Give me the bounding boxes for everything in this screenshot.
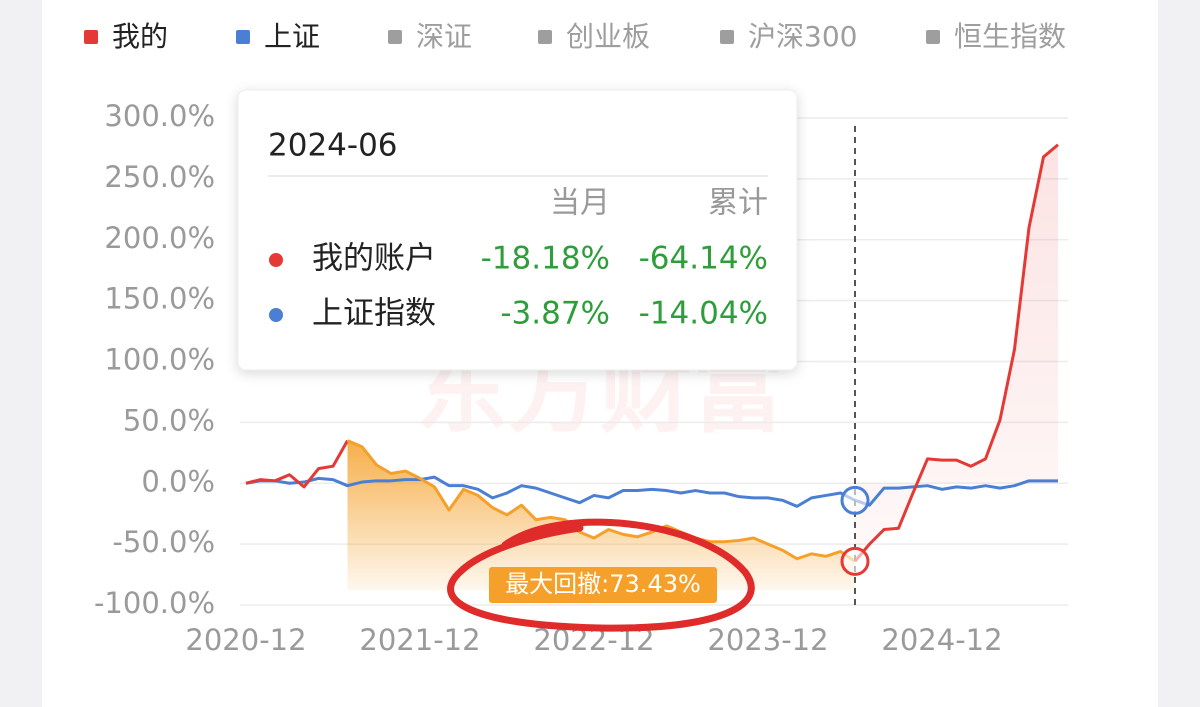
y-tick-label: -100.0%: [94, 586, 215, 620]
legend-marker: [720, 30, 734, 44]
legend-label: 深证: [416, 20, 472, 53]
y-tick-label: -50.0%: [112, 525, 215, 559]
y-tick-label: 300.0%: [104, 99, 215, 133]
legend-label: 我的: [112, 20, 168, 53]
tooltip-value: -64.14%: [639, 241, 768, 277]
x-tick-label: 2021-12: [359, 623, 480, 657]
y-tick-label: 0.0%: [141, 464, 215, 498]
tooltip-title: 2024-06: [268, 128, 398, 164]
tooltip-column: 累计: [708, 186, 768, 221]
legend-marker: [388, 30, 402, 44]
legend-label: 创业板: [566, 20, 650, 53]
drawdown-area: [347, 440, 855, 590]
legend-marker: [236, 30, 250, 44]
tooltip-row-name: 我的账户: [312, 241, 436, 277]
y-tick-label: 200.0%: [104, 221, 215, 255]
legend-label: 沪深300: [748, 20, 857, 53]
y-tick-label: 250.0%: [104, 160, 215, 194]
legend-marker: [84, 30, 98, 44]
annotation-circle: [447, 518, 755, 632]
drawdown-label-box: [489, 567, 717, 603]
legend-item[interactable]: 恒生指数: [926, 20, 1066, 53]
legend-item[interactable]: 我的: [84, 20, 168, 53]
line-mine: [853, 143, 1059, 563]
legend-item[interactable]: 上证: [236, 20, 320, 53]
tooltip-column: 当月: [550, 186, 610, 221]
legend-item[interactable]: 创业板: [538, 20, 650, 53]
line-drawdown: [346, 439, 856, 563]
legend-marker: [926, 30, 940, 44]
legend-item[interactable]: 沪深300: [720, 20, 857, 53]
line-shangzheng: [245, 475, 1058, 508]
cursor-point: [840, 485, 870, 515]
tooltip-box: [237, 89, 798, 371]
x-tick-label: 2023-12: [707, 623, 828, 657]
x-tick-label: 2020-12: [185, 623, 306, 657]
y-tick-label: 100.0%: [104, 343, 215, 377]
tooltip-value: -18.18%: [481, 241, 610, 277]
legend-item[interactable]: 深证: [388, 20, 472, 53]
legend-marker: [538, 30, 552, 44]
tooltip-value: -14.04%: [639, 296, 768, 332]
tooltip-dot: [269, 308, 283, 322]
tooltip-row-name: 上证指数: [312, 296, 436, 332]
tooltip-dot: [269, 253, 283, 267]
legend-label: 恒生指数: [954, 20, 1066, 53]
tooltip-value: -3.87%: [500, 296, 610, 332]
legend-label: 上证: [264, 20, 320, 53]
cursor-point: [840, 546, 870, 576]
drawdown-label: 最大回撤:73.43%: [505, 570, 701, 598]
y-tick-label: 50.0%: [123, 403, 215, 437]
rise-area: [855, 144, 1058, 562]
y-tick-label: 150.0%: [104, 282, 215, 316]
x-tick-label: 2024-12: [881, 623, 1002, 657]
line-mine: [245, 439, 349, 489]
